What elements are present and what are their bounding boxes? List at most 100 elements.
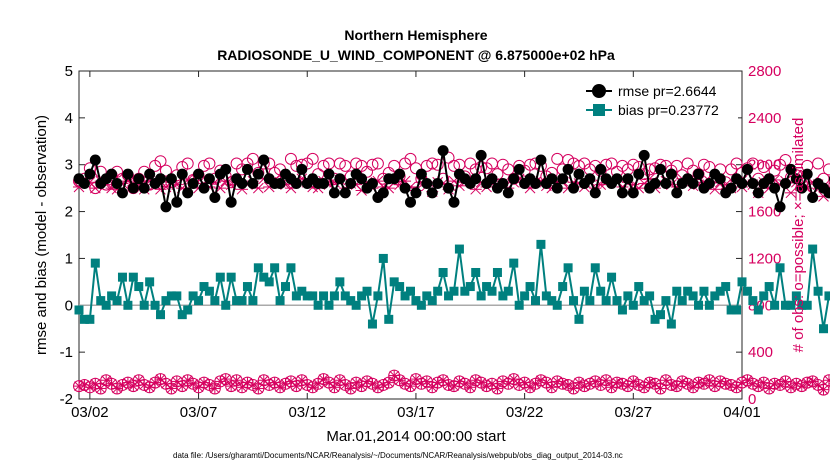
bias-point	[449, 286, 459, 296]
bias-point	[96, 296, 106, 306]
rmse-point	[790, 173, 802, 185]
rmse-point	[274, 177, 286, 189]
bias-point	[373, 291, 383, 301]
bias-point	[503, 286, 513, 296]
rmse-point	[258, 154, 270, 166]
obs-count-low-point	[252, 382, 265, 395]
bias-point	[145, 277, 155, 287]
bias-point	[737, 277, 747, 287]
rmse-point	[405, 196, 416, 208]
rmse-point	[339, 187, 351, 199]
bias-point	[107, 291, 117, 301]
rmse-point	[823, 187, 830, 199]
bias-point	[188, 291, 198, 301]
rmse-point	[432, 177, 444, 189]
bias-point	[514, 300, 524, 310]
obs-possible-point	[306, 152, 319, 165]
obs-count-low-point	[458, 377, 471, 390]
bias-point	[492, 267, 502, 277]
rmse-point	[535, 154, 547, 166]
obs-possible-point	[197, 159, 210, 172]
bias-point	[438, 267, 448, 277]
rmse-point	[589, 187, 601, 199]
bias-point	[759, 291, 769, 301]
bias-point	[639, 296, 649, 306]
right-tick-label: 2800	[748, 63, 781, 80]
rmse-point	[611, 173, 623, 185]
bias-point	[786, 300, 796, 310]
bias-point	[384, 314, 394, 324]
rmse-point	[660, 177, 672, 189]
bias-point	[617, 305, 627, 315]
obs-possible-point	[475, 161, 488, 174]
rmse-point	[502, 187, 514, 199]
obs-possible-point	[627, 158, 640, 171]
bias-point	[612, 296, 622, 306]
bias-point	[753, 305, 763, 315]
bias-point	[710, 291, 720, 301]
bias-point	[194, 296, 204, 306]
rmse-point	[714, 173, 726, 185]
rmse-point	[84, 168, 96, 180]
obs-possible-point	[812, 157, 825, 170]
rmse-point	[356, 173, 368, 185]
bias-point	[699, 286, 709, 296]
left-tick-label: 0	[65, 297, 73, 314]
rmse-point	[437, 145, 449, 157]
rmse-point	[182, 187, 194, 199]
bias-point	[650, 314, 660, 324]
rmse-point	[584, 173, 596, 185]
bias-point	[248, 296, 258, 306]
plot-area	[78, 70, 743, 400]
rmse-point	[323, 168, 335, 180]
rmse-point	[443, 182, 455, 194]
bias-point	[335, 277, 345, 287]
bias-point	[813, 286, 823, 296]
rmse-point	[334, 173, 346, 185]
bias-point	[117, 272, 127, 282]
obs-possible-point	[333, 157, 346, 170]
rmse-point	[220, 163, 232, 175]
rmse-point	[769, 182, 781, 194]
y-axis-label: rmse and bias (model - observation)	[33, 115, 50, 355]
rmse-point	[654, 163, 666, 175]
bias-point	[596, 286, 606, 296]
bias-point	[286, 263, 296, 273]
bias-point	[329, 291, 339, 301]
obs-count-low-point	[94, 382, 107, 395]
left-tick-label: -2	[60, 391, 73, 408]
bias-point	[585, 296, 595, 306]
bias-point	[264, 277, 274, 287]
x-axis-ticks: 03/02 03/07 03/12 03/17 03/22 03/27 04/01	[71, 71, 761, 421]
bias-point	[694, 300, 704, 310]
obs-possible-point	[828, 180, 830, 189]
rmse-point	[247, 177, 259, 189]
obs-possible-point	[426, 157, 439, 170]
bias-point	[460, 286, 470, 296]
obs-possible-point	[779, 154, 792, 167]
rmse-point	[627, 187, 639, 199]
obs-possible-point	[371, 157, 384, 170]
bias-point	[389, 277, 399, 287]
bias-point	[166, 291, 176, 301]
obs-count-low-point	[600, 374, 613, 387]
bias-point	[677, 296, 687, 306]
bias-point	[74, 305, 84, 315]
bias-point	[79, 314, 89, 324]
bias-point	[253, 263, 263, 273]
bias-point	[237, 296, 247, 306]
right-tick-label: 0	[748, 391, 756, 408]
rmse-point	[557, 173, 569, 185]
bias-point	[210, 296, 220, 306]
bias-point	[454, 244, 464, 254]
bias-point	[101, 300, 111, 310]
rmse-point	[671, 187, 683, 199]
rmse-point	[622, 173, 634, 185]
rmse-point	[89, 154, 101, 166]
bias-point	[770, 300, 780, 310]
x-tick-label: 03/12	[288, 404, 326, 421]
obs-possible-point	[154, 155, 167, 168]
rmse-point	[573, 168, 585, 180]
bias-point	[628, 300, 638, 310]
